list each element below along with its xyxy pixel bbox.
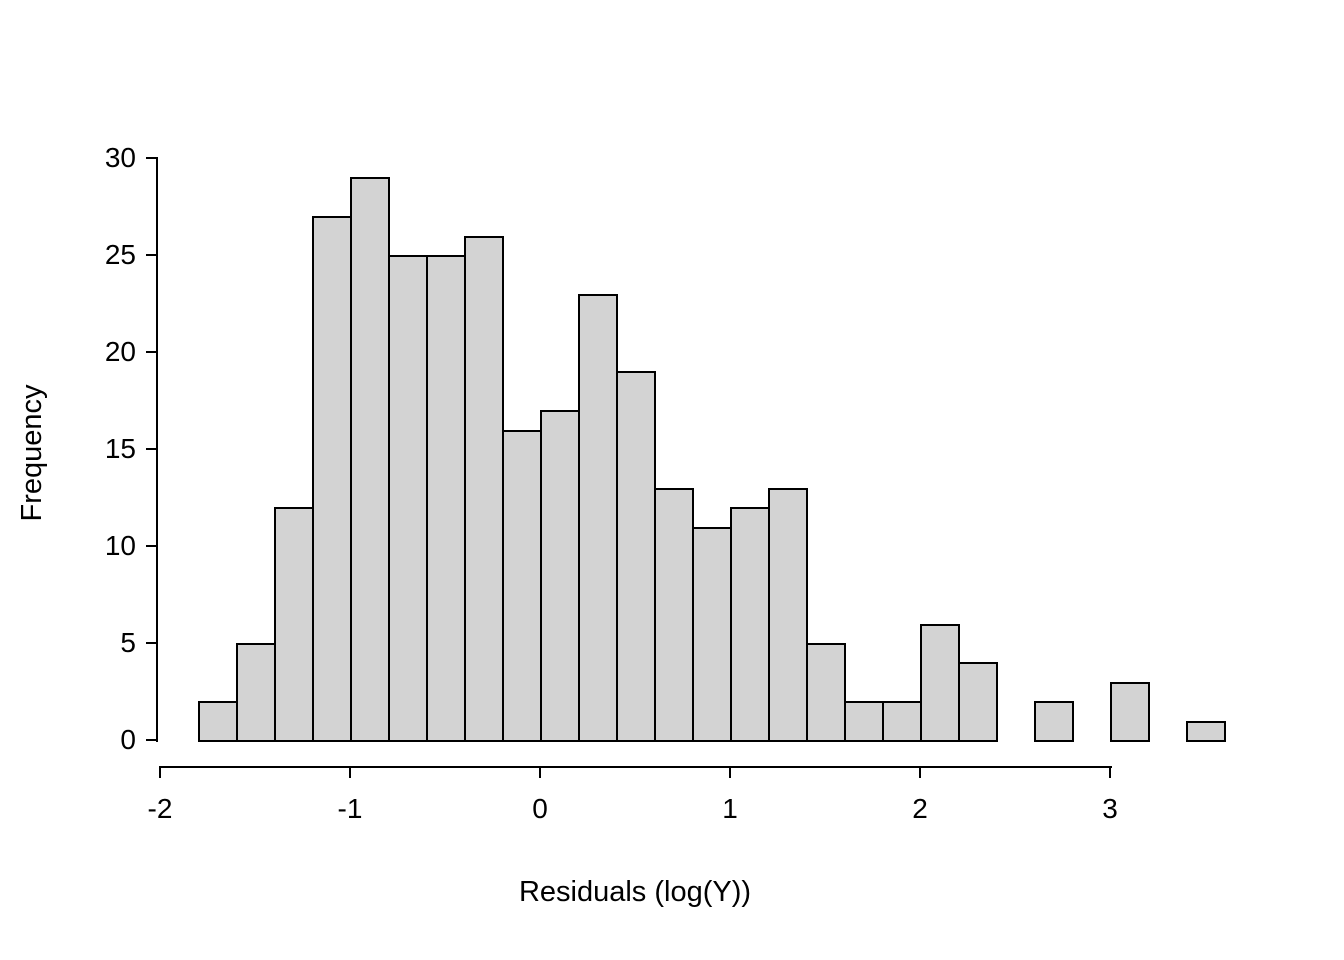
x-tick-label: -2 (147, 793, 173, 824)
y-tick (146, 642, 156, 644)
x-tick-label: 1 (722, 793, 738, 824)
x-tick-label: 2 (912, 793, 928, 824)
histogram-bar (236, 643, 276, 742)
y-tick-label: 20 (104, 336, 136, 367)
x-tick-label: 0 (532, 793, 548, 824)
y-axis-line (156, 157, 158, 742)
y-tick-label: 25 (104, 239, 136, 270)
y-tick (146, 545, 156, 547)
histogram-bar (198, 701, 238, 742)
x-tick (349, 768, 351, 778)
histogram-bar (1110, 682, 1150, 742)
histogram-bar (882, 701, 922, 742)
histogram-bar (350, 177, 390, 742)
y-axis-title: Frequency (16, 384, 48, 522)
x-tick-label: -1 (337, 793, 363, 824)
histogram-bar (502, 430, 542, 742)
histogram-bar (806, 643, 846, 742)
y-tick (146, 739, 156, 741)
x-tick (159, 768, 161, 778)
histogram-bar (274, 507, 314, 742)
y-tick-label: 5 (120, 627, 136, 658)
histogram-bar (958, 662, 998, 742)
x-tick (1109, 768, 1111, 778)
y-tick (146, 254, 156, 256)
histogram-bar (920, 624, 960, 742)
x-axis-line (159, 766, 1112, 768)
x-tick (919, 768, 921, 778)
histogram-bar (464, 236, 504, 742)
x-axis-title: Residuals (log(Y)) (518, 876, 752, 908)
x-tick-label: 3 (1102, 793, 1118, 824)
y-tick-label: 15 (104, 433, 136, 464)
x-tick (729, 768, 731, 778)
histogram-bar (540, 410, 580, 742)
x-tick (539, 768, 541, 778)
y-tick-label: 0 (120, 724, 136, 755)
histogram-bar (1034, 701, 1074, 742)
y-tick-label: 30 (104, 142, 136, 173)
histogram-bar (768, 488, 808, 742)
y-tick (146, 157, 156, 159)
histogram-bar (1186, 721, 1226, 742)
y-tick-label: 10 (104, 530, 136, 561)
y-tick (146, 448, 156, 450)
y-tick (146, 351, 156, 353)
